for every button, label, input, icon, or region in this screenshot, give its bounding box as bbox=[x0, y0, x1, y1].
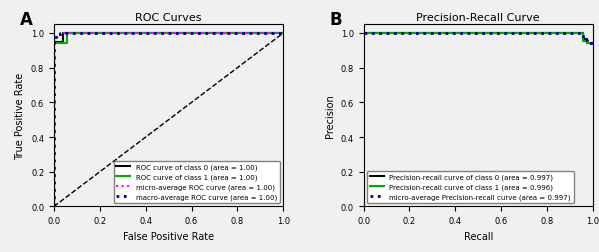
Title: Precision-Recall Curve: Precision-Recall Curve bbox=[416, 13, 540, 23]
Precision-recall curve of class 0 (area = 0.997) bbox=[583, 38, 591, 41]
Precision-recall curve of class 1 (area = 0.996) bbox=[589, 42, 597, 45]
macro-average ROC curve (area = 1.00) bbox=[50, 37, 58, 40]
macro-average ROC curve (area = 1.00) bbox=[56, 37, 63, 40]
macro-average ROC curve (area = 1.00) bbox=[56, 32, 63, 35]
Line: micro-average ROC curve (area = 1.00): micro-average ROC curve (area = 1.00) bbox=[54, 34, 283, 207]
micro-average Precision-recall curve (area = 0.997) bbox=[360, 32, 367, 35]
Legend: Precision-recall curve of class 0 (area = 0.997), Precision-recall curve of clas: Precision-recall curve of class 0 (area … bbox=[367, 171, 574, 203]
ROC curve of class 0 (area = 1.00) bbox=[59, 32, 66, 35]
Precision-recall curve of class 0 (area = 0.997) bbox=[579, 38, 586, 41]
Precision-recall curve of class 0 (area = 0.997) bbox=[579, 32, 586, 35]
Y-axis label: True Positive Rate: True Positive Rate bbox=[16, 73, 25, 159]
Text: B: B bbox=[329, 11, 342, 29]
macro-average ROC curve (area = 1.00) bbox=[280, 32, 287, 35]
micro-average ROC curve (area = 1.00) bbox=[56, 37, 63, 40]
ROC curve of class 0 (area = 1.00) bbox=[280, 32, 287, 35]
Y-axis label: Precision: Precision bbox=[325, 94, 335, 138]
Precision-recall curve of class 1 (area = 0.996) bbox=[579, 32, 586, 35]
micro-average Precision-recall curve (area = 0.997) bbox=[583, 39, 591, 42]
Precision-recall curve of class 1 (area = 0.996) bbox=[579, 40, 586, 43]
micro-average Precision-recall curve (area = 0.997) bbox=[579, 32, 586, 35]
micro-average ROC curve (area = 1.00) bbox=[50, 205, 58, 208]
micro-average Precision-recall curve (area = 0.997) bbox=[579, 39, 586, 42]
ROC curve of class 0 (area = 1.00) bbox=[59, 41, 66, 44]
Title: ROC Curves: ROC Curves bbox=[135, 13, 202, 23]
Line: Precision-recall curve of class 0 (area = 0.997): Precision-recall curve of class 0 (area … bbox=[364, 34, 593, 44]
Line: Precision-recall curve of class 1 (area = 0.996): Precision-recall curve of class 1 (area … bbox=[364, 34, 593, 43]
ROC curve of class 1 (area = 1.00) bbox=[50, 42, 58, 45]
ROC curve of class 0 (area = 1.00) bbox=[50, 41, 58, 44]
ROC curve of class 1 (area = 1.00) bbox=[63, 32, 70, 35]
Precision-recall curve of class 1 (area = 0.996) bbox=[583, 42, 591, 45]
Line: ROC curve of class 1 (area = 1.00): ROC curve of class 1 (area = 1.00) bbox=[54, 34, 283, 207]
Line: macro-average ROC curve (area = 1.00): macro-average ROC curve (area = 1.00) bbox=[54, 34, 283, 207]
macro-average ROC curve (area = 1.00) bbox=[50, 205, 58, 208]
micro-average ROC curve (area = 1.00) bbox=[280, 32, 287, 35]
Text: A: A bbox=[20, 11, 32, 29]
X-axis label: False Positive Rate: False Positive Rate bbox=[123, 231, 214, 241]
X-axis label: Recall: Recall bbox=[464, 231, 493, 241]
Precision-recall curve of class 1 (area = 0.996) bbox=[360, 32, 367, 35]
Line: micro-average Precision-recall curve (area = 0.997): micro-average Precision-recall curve (ar… bbox=[364, 34, 593, 44]
Line: ROC curve of class 0 (area = 1.00): ROC curve of class 0 (area = 1.00) bbox=[54, 34, 283, 207]
micro-average Precision-recall curve (area = 0.997) bbox=[589, 42, 597, 45]
ROC curve of class 1 (area = 1.00) bbox=[50, 205, 58, 208]
micro-average ROC curve (area = 1.00) bbox=[56, 32, 63, 35]
ROC curve of class 1 (area = 1.00) bbox=[280, 32, 287, 35]
ROC curve of class 0 (area = 1.00) bbox=[50, 205, 58, 208]
Precision-recall curve of class 0 (area = 0.997) bbox=[583, 42, 591, 45]
Precision-recall curve of class 0 (area = 0.997) bbox=[360, 32, 367, 35]
ROC curve of class 1 (area = 1.00) bbox=[63, 42, 70, 45]
micro-average ROC curve (area = 1.00) bbox=[50, 37, 58, 40]
Legend: ROC curve of class 0 (area = 1.00), ROC curve of class 1 (area = 1.00), micro-av: ROC curve of class 0 (area = 1.00), ROC … bbox=[114, 161, 280, 203]
Precision-recall curve of class 1 (area = 0.996) bbox=[583, 40, 591, 43]
micro-average Precision-recall curve (area = 0.997) bbox=[583, 42, 591, 45]
Precision-recall curve of class 0 (area = 0.997) bbox=[589, 42, 597, 45]
